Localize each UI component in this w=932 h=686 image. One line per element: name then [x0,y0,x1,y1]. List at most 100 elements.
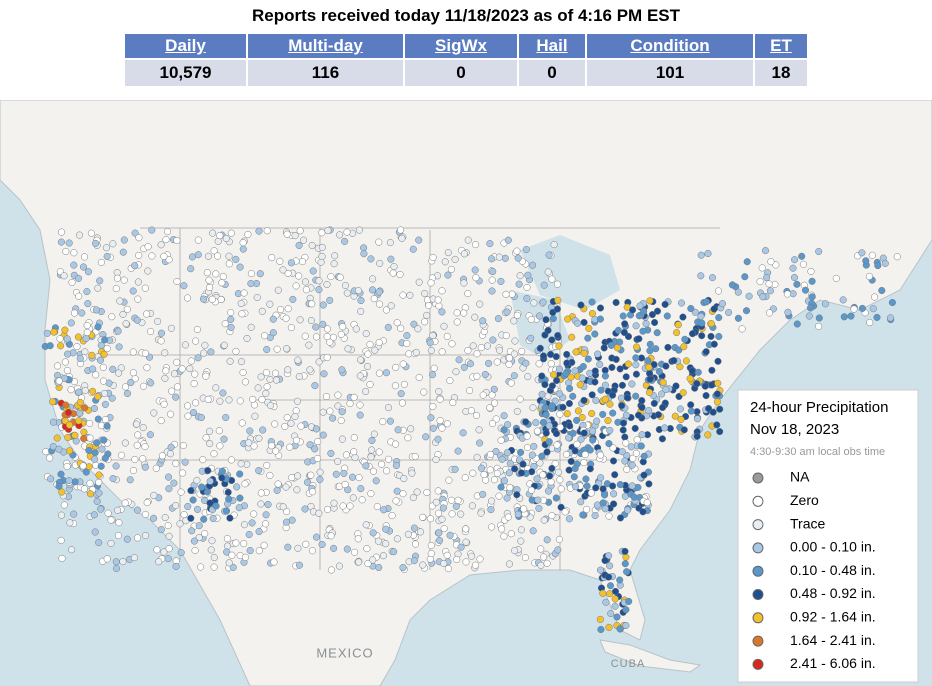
station-dot [298,258,307,266]
station-dot [55,482,63,490]
station-dot [258,396,266,404]
station-dot [334,391,342,399]
station-dot [554,296,562,304]
station-dot [622,606,630,614]
station-dot [64,350,72,358]
station-dot [238,419,246,427]
station-dot [360,250,368,258]
station-dot [462,538,470,546]
station-dot [358,496,366,504]
station-dot [596,566,605,574]
station-dot [676,405,684,413]
station-dot [74,274,83,282]
station-dot [97,505,105,513]
cell: 18 [755,60,807,86]
station-dot [206,477,214,485]
station-dot [223,535,231,543]
station-dot [88,351,96,359]
legend-swatch [752,495,764,507]
station-dot [540,281,548,289]
station-dot [443,332,451,340]
station-dot [372,477,380,485]
station-dot [445,476,453,484]
station-dot [449,399,457,407]
station-dot [435,529,443,537]
map[interactable]: MEXICO CUBA 24-hour Precipitation Nov 18… [0,100,932,686]
station-dot [176,520,184,528]
station-dot [714,379,722,387]
station-dot [406,291,414,299]
station-dot [295,272,303,280]
station-dot [464,347,472,355]
station-dot [95,489,103,497]
station-dot [338,366,346,374]
station-dot [53,434,61,442]
station-dot [632,322,640,330]
station-dot [539,298,547,306]
column-header[interactable]: SigWx [405,34,517,58]
station-dot [112,564,121,573]
station-dot [808,293,816,301]
station-dot [294,544,302,552]
station-dot [537,545,545,553]
station-dot [640,452,648,460]
station-dot [426,339,434,347]
station-dot [404,434,412,442]
station-dot [95,471,103,479]
station-dot [601,381,609,389]
station-dot [565,515,573,523]
station-dot [371,346,379,354]
station-dot [743,258,751,266]
station-dot [270,558,278,566]
station-dot [534,496,542,504]
station-dot [524,271,532,279]
station-dot [250,510,258,518]
station-dot [236,397,244,405]
station-dot [160,548,168,556]
station-dot [342,451,350,459]
station-dot [502,332,510,340]
station-dot [605,623,613,631]
station-dot [266,471,274,479]
station-dot [607,341,615,349]
station-dot [497,483,505,491]
station-dot [207,546,215,554]
station-dot [350,393,358,401]
station-dot [241,480,249,488]
column-header[interactable]: Hail [519,34,585,58]
station-dot [292,436,301,444]
station-dot [155,558,163,566]
station-dot [411,452,419,461]
cell: 10,579 [125,60,246,86]
column-header[interactable]: ET [755,34,807,58]
station-dot [247,270,255,278]
station-dot [443,551,451,559]
station-dot [468,552,476,560]
station-dot [473,453,481,461]
station-dot [547,478,555,486]
station-dot [707,332,715,340]
station-dot [505,354,513,362]
station-dot [91,528,99,536]
station-dot [635,312,643,320]
station-dot [529,261,537,269]
station-dot [430,364,438,372]
station-dot [635,335,643,343]
column-header[interactable]: Multi-day [248,34,403,58]
station-dot [577,435,585,443]
station-dot [646,375,654,383]
station-dot [772,261,780,269]
station-dot [225,559,233,567]
column-header[interactable]: Condition [587,34,753,58]
station-dot [192,399,200,407]
station-dot [181,458,189,466]
station-dot [83,321,91,330]
station-dot [577,498,585,506]
station-dot [632,361,640,369]
column-header[interactable]: Daily [125,34,246,58]
station-dot [132,420,141,428]
station-dot [262,511,270,519]
legend-label: NA [790,469,810,485]
station-dot [462,558,470,566]
station-dot [645,480,653,488]
